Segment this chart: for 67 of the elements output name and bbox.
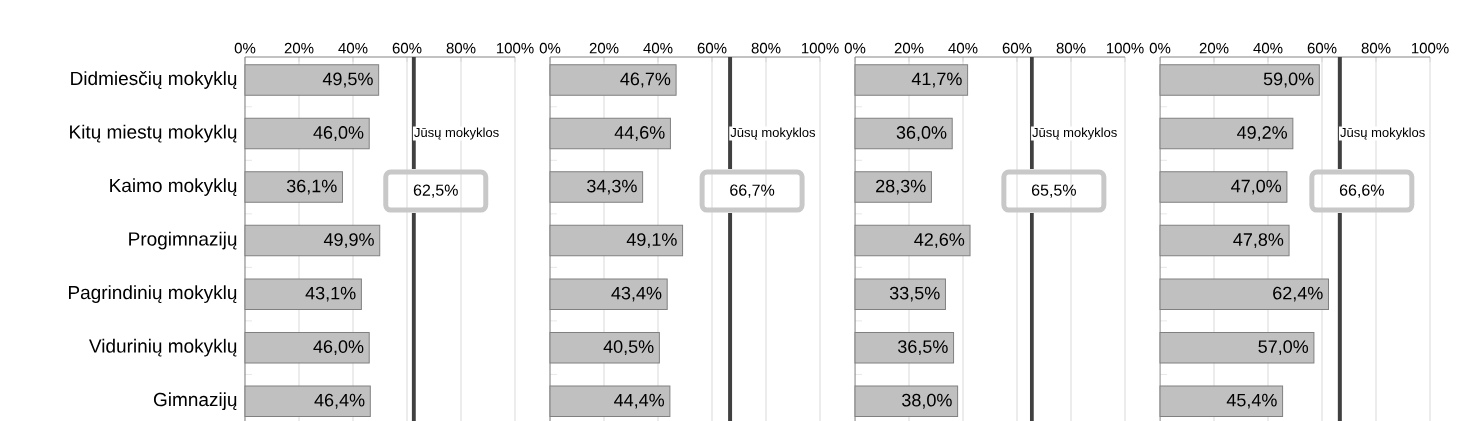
data-label: 38,0% [902,393,952,409]
data-label: 42,6% [914,233,965,249]
data-label: 33,5% [889,286,940,302]
x-tick-label: 60% [392,42,422,54]
x-tick-label: 20% [589,42,619,54]
y-tick-label: Kitų miestų mokyklų [70,124,237,143]
data-label: 46,4% [314,393,365,409]
data-label: 44,6% [614,126,665,141]
data-label: 57,0% [1258,340,1309,356]
x-tick-label: 0% [539,42,561,54]
data-label: 44,4% [614,393,665,409]
data-label: 28,3% [876,179,926,195]
data-label: 47,0% [1231,179,1282,195]
x-tick-label: 60% [1307,42,1337,54]
ref-line-label: Jūsų mokyklos [1340,127,1425,140]
data-label: 47,8% [1233,233,1284,249]
x-tick-label: 0% [1149,42,1171,54]
annotation: 62,5% [413,184,458,198]
data-label: 46,0% [313,126,364,141]
x-tick-label: 40% [1253,42,1283,54]
y-tick-label: Kaimo mokyklų [110,178,237,196]
data-label: 41,7% [911,72,962,88]
data-label: 36,5% [898,340,948,356]
x-tick-label: 20% [1199,42,1229,54]
y-tick-label: Pagrindinių mokyklų [69,285,237,303]
x-tick-label: 100% [496,42,534,54]
annotation: 66,7% [730,184,775,198]
annotation: 65,5% [1031,184,1076,198]
x-tick-label: 100% [1106,42,1144,54]
x-tick-label: 80% [751,42,781,54]
x-tick-label: 40% [948,42,978,54]
data-label: 46,7% [620,72,671,88]
y-tick-label: Vidurinių mokyklų [89,338,237,357]
data-label: 49,5% [322,72,373,88]
x-tick-label: 0% [844,42,866,54]
y-tick-label: Progimnazijų [129,231,237,250]
data-label: 36,0% [896,126,947,141]
data-label: 59,0% [1263,72,1314,88]
data-label: 43,4% [611,286,662,302]
x-tick-label: 60% [1002,42,1032,54]
data-label: 49,9% [323,233,374,249]
x-tick-label: 100% [801,42,839,54]
x-tick-label: 0% [234,42,256,54]
x-tick-label: 40% [338,42,368,54]
data-label: 45,4% [1226,393,1277,409]
data-label: 34,3% [587,179,637,195]
x-tick-label: 40% [643,42,673,54]
x-tick-label: 60% [697,42,727,54]
x-tick-label: 100% [1411,42,1449,54]
data-label: 49,1% [626,233,677,249]
ref-line-label: Jūsų mokyklos [1032,127,1117,140]
annotation: 66,6% [1339,184,1384,198]
data-label: 49,2% [1237,126,1288,141]
x-tick-label: 80% [446,42,476,54]
ref-line-label: Jūsų mokyklos [730,127,816,140]
data-label: 36,1% [286,179,337,195]
data-label: 46,0% [313,340,364,356]
data-label: 43,1% [305,286,356,302]
x-tick-label: 80% [1056,42,1086,54]
x-tick-label: 80% [1361,42,1391,54]
y-tick-label: Gimnazijų [153,392,237,411]
y-tick-label: Didmiesčių mokyklų [71,71,237,89]
data-label: 40,5% [603,340,654,356]
data-label: 62,4% [1273,286,1323,302]
x-tick-label: 20% [284,42,314,54]
ref-line-label: Jūsų mokyklos [414,127,499,140]
x-tick-label: 20% [894,42,924,54]
